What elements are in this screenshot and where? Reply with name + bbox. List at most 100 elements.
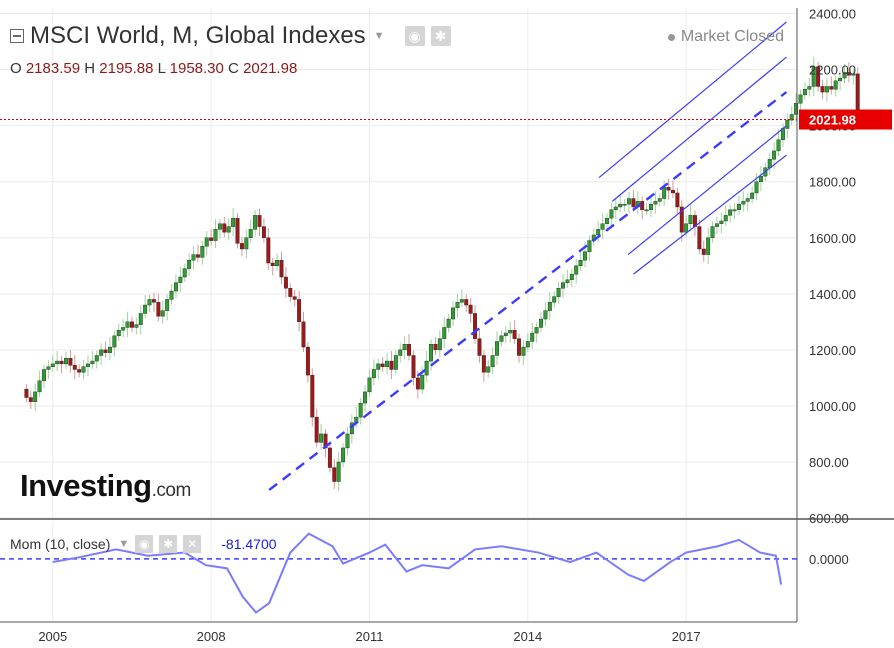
candle-body [811, 66, 816, 87]
candle-body [750, 192, 755, 199]
collapse-icon[interactable] [10, 29, 24, 43]
candle-body [820, 86, 825, 93]
candle-body [653, 201, 658, 205]
candle-body [495, 341, 499, 356]
candle-body [72, 365, 77, 370]
candle-body [50, 363, 55, 367]
candle-body [116, 330, 121, 337]
candle-body [125, 321, 130, 328]
candle-body [213, 229, 218, 241]
gear-icon[interactable]: ✱ [430, 26, 451, 46]
candle-body [574, 265, 579, 275]
candle-body [28, 397, 33, 402]
axes: 600.00800.001000.001200.001400.001600.00… [0, 7, 894, 644]
candle-body [521, 346, 526, 356]
candle-body [710, 226, 715, 238]
candle-body [543, 310, 548, 320]
candle-body [37, 380, 42, 393]
momentum-line [52, 532, 783, 614]
chevron-down-icon[interactable]: ▼ [118, 538, 130, 550]
candle-body [59, 360, 64, 365]
candle-body [622, 203, 627, 206]
candle-body [802, 89, 807, 96]
candle-body [583, 251, 587, 261]
time-tick-label: 2005 [38, 629, 67, 644]
candles [24, 56, 860, 492]
candle-body [24, 388, 29, 398]
channel-line-upper-outer [598, 21, 787, 178]
candle-body [556, 288, 561, 297]
candle-body [644, 209, 649, 212]
candle-body [398, 349, 403, 356]
market-status: Market Closed [667, 28, 784, 46]
high-label: H [84, 60, 96, 77]
candle-body [728, 209, 733, 216]
ohlc-readout: O 2183.59 H 2195.88 L 1958.30 C 2021.98 [10, 60, 297, 77]
candle-body [499, 335, 504, 342]
candle-body [248, 229, 253, 238]
candle-body [319, 433, 324, 443]
candle-body [253, 215, 258, 230]
candle-body [367, 377, 372, 393]
candle-body [846, 72, 851, 76]
momentum-label: Mom (10, close) [10, 536, 111, 552]
candle-body [851, 73, 856, 76]
candle-body [833, 80, 838, 90]
candle-body [288, 288, 293, 297]
candle-body [794, 103, 799, 115]
candle-body [437, 338, 442, 351]
candle-body [358, 402, 363, 418]
eye-icon[interactable]: ◉ [135, 535, 154, 553]
logo-main: Investing [20, 468, 152, 503]
overlay: 2021.98 [0, 109, 892, 130]
candle-body [719, 220, 724, 224]
candle-body [561, 282, 565, 289]
candle-body [165, 299, 170, 311]
chart-title: MSCI World, M, Global Indexes [30, 22, 366, 49]
candle-body [662, 187, 667, 199]
candle-body [305, 346, 310, 376]
candle-body [534, 327, 539, 334]
channel-line-lower-inner [627, 125, 787, 256]
market-status-text: Market Closed [680, 28, 784, 45]
candle-body [688, 215, 693, 224]
candle-body [776, 139, 781, 152]
candle-body [732, 209, 737, 212]
candle-body [393, 355, 398, 370]
candle-body [204, 237, 209, 247]
candle-body [675, 192, 680, 208]
candle-body [477, 338, 482, 356]
candle-body [640, 201, 645, 210]
candle-body [657, 198, 662, 202]
momentum-panel: 0.0000 [0, 532, 849, 614]
eye-icon[interactable]: ◉ [404, 26, 425, 46]
candle-body [684, 223, 689, 233]
candle-body [736, 203, 741, 210]
status-dot-icon [667, 33, 675, 41]
candle-body [244, 237, 249, 250]
candle-body [94, 355, 99, 362]
candle-body [160, 310, 165, 317]
gear-icon[interactable]: ✱ [159, 535, 178, 553]
candle-body [239, 243, 244, 250]
candle-body [86, 363, 90, 367]
candle-body [569, 274, 574, 281]
candle-body [789, 114, 794, 121]
candle-body [81, 366, 86, 373]
candle-body [420, 374, 425, 390]
price-tick-label: 800.00 [809, 455, 849, 470]
logo-suffix: .com [151, 480, 192, 501]
candle-body [182, 268, 187, 278]
candle-body [824, 86, 829, 93]
candle-body [429, 344, 434, 362]
investing-logo: Investing.com [20, 468, 191, 504]
close-label: C [228, 60, 239, 77]
chevron-down-icon[interactable]: ▼ [373, 30, 385, 42]
candle-body [222, 223, 227, 233]
candle-body [539, 318, 543, 328]
channel-line-lower-outer [633, 154, 787, 275]
close-icon[interactable]: ✕ [183, 535, 202, 553]
candle-body [402, 344, 407, 351]
candle-body [46, 366, 51, 370]
